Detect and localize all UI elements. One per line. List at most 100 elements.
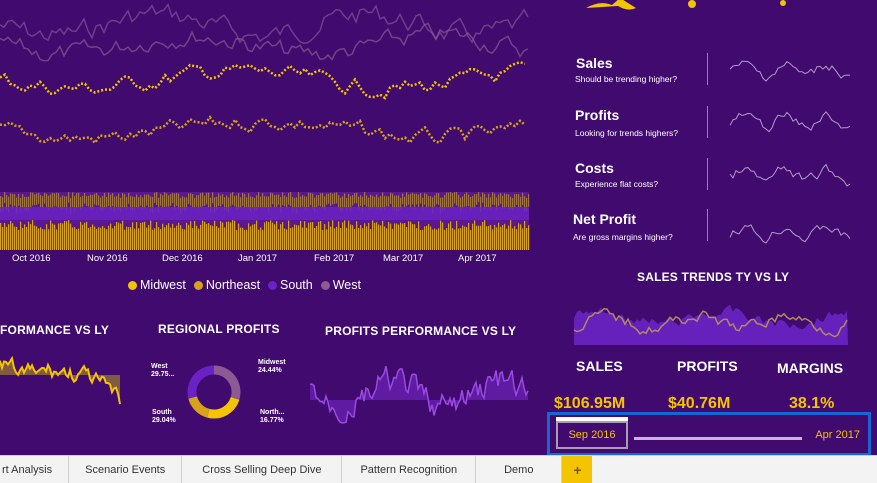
bar-northeast bbox=[350, 224, 352, 250]
slicer-track[interactable] bbox=[634, 437, 802, 440]
bar-midwest bbox=[24, 196, 26, 211]
bar-northeast bbox=[440, 220, 442, 250]
bar-northeast bbox=[138, 228, 140, 250]
bar-northeast bbox=[216, 226, 218, 250]
bar-northeast bbox=[292, 227, 294, 250]
bar-midwest bbox=[122, 193, 124, 208]
bar-northeast bbox=[352, 225, 354, 250]
slicer-end-date[interactable]: Apr 2017 bbox=[815, 429, 860, 441]
bar-northeast bbox=[202, 220, 204, 250]
bar-midwest bbox=[186, 197, 188, 210]
summary-profits-label: PROFITS bbox=[677, 358, 738, 374]
bar-midwest bbox=[328, 193, 330, 204]
bar-northeast bbox=[140, 222, 142, 250]
bar-midwest bbox=[150, 196, 152, 212]
bar-northeast bbox=[392, 228, 394, 250]
date-range-slicer[interactable]: Sep 2016 Apr 2017 bbox=[547, 412, 871, 456]
bar-midwest bbox=[46, 193, 48, 208]
bar-northeast bbox=[250, 226, 252, 250]
bar-midwest bbox=[266, 196, 268, 209]
bar-northeast bbox=[262, 229, 264, 250]
legend-dot-icon bbox=[128, 280, 137, 290]
bar-northeast bbox=[16, 226, 18, 250]
bar-northeast bbox=[364, 223, 366, 250]
bar-northeast bbox=[242, 227, 244, 250]
bar-midwest bbox=[374, 196, 376, 207]
sales-trend-line-ly bbox=[573, 308, 848, 338]
bar-northeast bbox=[346, 227, 348, 250]
bar-northeast bbox=[274, 224, 276, 250]
bar-midwest bbox=[204, 195, 206, 206]
legend-item-northeast[interactable]: Northeast bbox=[193, 278, 260, 292]
bar-northeast bbox=[210, 225, 212, 250]
bar-midwest bbox=[512, 197, 514, 211]
bar-northeast bbox=[76, 229, 78, 250]
bar-northeast bbox=[268, 221, 270, 250]
bar-midwest bbox=[280, 196, 282, 213]
line-west-faint bbox=[0, 2, 529, 45]
add-page-button[interactable]: + bbox=[562, 456, 593, 483]
summary-margins-value: 38.1% bbox=[789, 395, 835, 412]
bar-northeast bbox=[74, 227, 76, 250]
bar-northeast bbox=[70, 223, 72, 250]
bar-midwest bbox=[418, 194, 420, 207]
tab-demo[interactable]: Demo bbox=[476, 456, 563, 483]
bar-midwest bbox=[168, 195, 170, 207]
bar-northeast bbox=[236, 229, 238, 250]
chart-legend[interactable]: Midwest Northeast South West bbox=[128, 278, 361, 292]
bar-midwest bbox=[80, 196, 82, 210]
bar-northeast bbox=[0, 222, 2, 250]
bar-northeast bbox=[106, 229, 108, 250]
bar-midwest bbox=[96, 193, 98, 206]
bar-northeast bbox=[290, 227, 292, 250]
bar-midwest bbox=[20, 197, 22, 213]
tab-rt-analysis[interactable]: rt Analysis bbox=[0, 456, 70, 483]
bar-northeast bbox=[430, 226, 432, 250]
bar-northeast bbox=[296, 225, 298, 250]
legend-label: Midwest bbox=[140, 278, 186, 292]
bar-northeast bbox=[230, 222, 232, 250]
bar-northeast bbox=[142, 222, 144, 250]
bar-midwest bbox=[44, 192, 46, 204]
bar-northeast bbox=[34, 225, 36, 250]
summary-profits-value: $40.76M bbox=[668, 395, 731, 412]
bar-midwest bbox=[340, 197, 342, 212]
bar-northeast bbox=[504, 223, 506, 250]
bar-midwest bbox=[116, 196, 118, 207]
bar-midwest bbox=[172, 192, 174, 204]
bar-midwest bbox=[106, 196, 108, 208]
bar-midwest bbox=[394, 195, 396, 211]
kpi-title-sales: Sales bbox=[576, 55, 613, 71]
legend-item-west[interactable]: West bbox=[320, 278, 361, 292]
bar-northeast bbox=[518, 223, 520, 250]
bar-northeast bbox=[420, 229, 422, 250]
legend-item-south[interactable]: South bbox=[268, 278, 313, 292]
tab-pattern-recognition[interactable]: Pattern Recognition bbox=[342, 456, 477, 483]
tab-scenario-events[interactable]: Scenario Events bbox=[69, 456, 183, 483]
slicer-start-date-box[interactable]: Sep 2016 bbox=[556, 421, 628, 449]
bar-northeast bbox=[522, 228, 524, 250]
slicer-start-handle-cap[interactable] bbox=[556, 417, 628, 423]
bar-northeast bbox=[354, 228, 356, 250]
bar-northeast bbox=[160, 229, 162, 250]
bar-midwest bbox=[212, 192, 214, 204]
tab-cross-selling[interactable]: Cross Selling Deep Dive bbox=[182, 456, 343, 483]
bar-midwest bbox=[510, 196, 512, 210]
bar-midwest bbox=[332, 193, 334, 205]
bar-midwest bbox=[218, 193, 220, 206]
bar-midwest bbox=[180, 197, 182, 214]
kpi-divider bbox=[707, 158, 708, 190]
legend-item-midwest[interactable]: Midwest bbox=[128, 278, 186, 292]
legend-dot-icon bbox=[193, 280, 203, 290]
bar-northeast bbox=[320, 221, 322, 250]
bar-midwest bbox=[330, 192, 332, 207]
bar-northeast bbox=[396, 223, 398, 250]
bar-midwest bbox=[368, 197, 370, 211]
bar-midwest bbox=[316, 195, 318, 208]
bar-northeast bbox=[228, 221, 230, 250]
bar-midwest bbox=[450, 192, 452, 208]
bar-midwest bbox=[50, 194, 52, 208]
bar-midwest bbox=[384, 195, 386, 211]
bar-northeast bbox=[148, 225, 150, 250]
bar-northeast bbox=[330, 226, 332, 250]
